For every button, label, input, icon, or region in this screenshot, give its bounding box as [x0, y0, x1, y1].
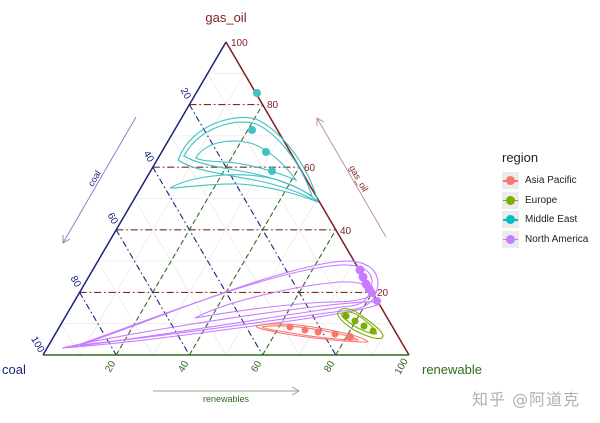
europe-points: [342, 312, 377, 335]
left-vertex-label: coal: [2, 362, 26, 377]
svg-text:20: 20: [377, 288, 389, 299]
svg-text:renewables: renewables: [203, 394, 250, 404]
legend-key-icon: [502, 230, 519, 248]
svg-text:60: 60: [304, 163, 316, 174]
asia-pacific-points: [286, 323, 354, 341]
svg-text:80: 80: [322, 359, 337, 375]
legend-item-asia-pacific: Asia Pacific: [502, 171, 600, 191]
left-axis-line: [42, 41, 227, 356]
legend-item-north-america: North America: [502, 230, 600, 250]
svg-text:20: 20: [178, 86, 193, 102]
legend-item-middle-east: Middle East: [502, 210, 600, 230]
svg-text:60: 60: [249, 359, 264, 375]
legend-item-europe: Europe: [502, 191, 600, 211]
watermark: 知乎 @阿道克: [472, 390, 581, 409]
gas-oil-tick-labels: 20 40 60 80 100: [231, 38, 389, 299]
middle-east-contours: [169, 116, 319, 204]
svg-text:100: 100: [231, 38, 248, 49]
north-america-points: [355, 265, 381, 305]
legend-label: Europe: [525, 194, 558, 206]
legend-label: Middle East: [525, 214, 578, 226]
legend-label: North America: [525, 233, 589, 245]
legend-title: region: [502, 150, 539, 165]
svg-text:20: 20: [103, 359, 118, 375]
svg-text:60: 60: [105, 211, 120, 227]
coal-direction-arrow: coal: [62, 116, 137, 244]
top-vertex-label: gas_oil: [205, 10, 246, 25]
legend-key-icon: [502, 172, 519, 190]
renewables-tick-labels: 20 40 60 80 100: [103, 356, 411, 376]
coal-tick-labels: 20 40 60 80 100: [28, 86, 193, 355]
legend-key-icon: [502, 211, 519, 229]
legend-label: Asia Pacific: [525, 175, 577, 187]
renewables-reference-lines: [115, 104, 373, 356]
middle-east-points: [248, 89, 276, 175]
right-vertex-label: renewable: [422, 362, 482, 377]
svg-text:80: 80: [68, 274, 83, 290]
svg-text:100: 100: [28, 335, 46, 355]
svg-text:40: 40: [141, 149, 156, 165]
renewables-direction-arrow: renewables: [153, 386, 300, 404]
svg-text:40: 40: [176, 359, 191, 375]
legend-key-icon: [502, 191, 519, 209]
gas-oil-direction-arrow: gas_oil: [316, 117, 387, 238]
svg-text:100: 100: [393, 356, 411, 376]
svg-text:80: 80: [267, 100, 279, 111]
svg-text:40: 40: [340, 226, 352, 237]
legend: region Asia Pacific Europe Middle East N…: [502, 150, 600, 249]
europe-contours: [337, 307, 384, 340]
